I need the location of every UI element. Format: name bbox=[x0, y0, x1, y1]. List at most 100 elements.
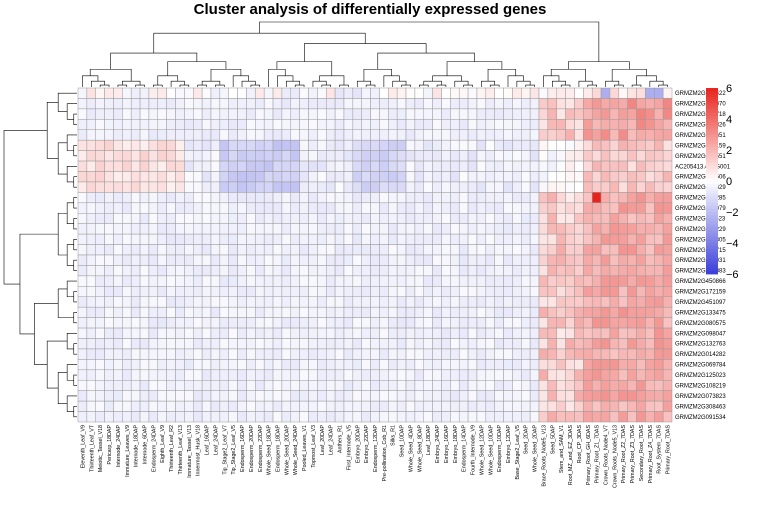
heatmap-cell bbox=[591, 400, 602, 412]
heatmap-cell bbox=[113, 254, 123, 266]
heatmap-cell bbox=[556, 160, 566, 172]
dendrogram-branch bbox=[339, 84, 349, 87]
heatmap-cell bbox=[529, 213, 540, 224]
heatmap-cell bbox=[414, 233, 425, 245]
heatmap-cell bbox=[299, 171, 309, 183]
heatmap-cell bbox=[343, 380, 354, 391]
heatmap-cell bbox=[166, 108, 176, 120]
heatmap-cell bbox=[157, 327, 167, 339]
row-label: GRMZM2G132763 bbox=[675, 342, 726, 348]
heatmap-cell bbox=[86, 380, 96, 391]
heatmap-cell bbox=[512, 306, 522, 318]
column-label: Embryo_24DAP bbox=[435, 425, 441, 463]
legend-gradient-step bbox=[706, 202, 718, 207]
heatmap-cell bbox=[361, 380, 371, 391]
heatmap-cell bbox=[591, 254, 602, 266]
heatmap-cell bbox=[352, 119, 362, 130]
heatmap-cell bbox=[654, 275, 664, 287]
heatmap-cell bbox=[627, 244, 637, 256]
heatmap-cell bbox=[618, 390, 628, 402]
heatmap-cell bbox=[130, 411, 141, 423]
heatmap-cell bbox=[290, 192, 300, 204]
heatmap-cell bbox=[77, 213, 88, 224]
heatmap-cell bbox=[86, 317, 96, 329]
heatmap-cell bbox=[299, 380, 309, 391]
legend-tick-label: 2 bbox=[726, 145, 732, 157]
heatmap-cell bbox=[263, 265, 274, 277]
heatmap-cell bbox=[370, 150, 380, 162]
heatmap-cell bbox=[77, 380, 88, 391]
heatmap-cell bbox=[645, 150, 655, 162]
heatmap-cell bbox=[600, 233, 611, 245]
heatmap-cell bbox=[193, 400, 203, 412]
heatmap-cell bbox=[379, 380, 389, 391]
heatmap-cell bbox=[423, 181, 433, 193]
heatmap-cell bbox=[494, 160, 504, 172]
heatmap-cell bbox=[290, 87, 300, 99]
heatmap-cell bbox=[317, 181, 327, 193]
heatmap-cell bbox=[219, 87, 229, 99]
heatmap-cell bbox=[591, 359, 602, 371]
heatmap-cell bbox=[476, 192, 487, 204]
heatmap-cell bbox=[556, 265, 566, 277]
heatmap-cell bbox=[184, 171, 194, 183]
legend-gradient-step bbox=[706, 140, 718, 145]
heatmap-cell bbox=[423, 244, 433, 256]
heatmap-cell bbox=[334, 359, 345, 371]
heatmap-cell bbox=[432, 139, 442, 151]
heatmap-cell bbox=[148, 265, 159, 277]
heatmap-cell bbox=[237, 317, 247, 329]
heatmap-cell bbox=[272, 411, 283, 423]
column-label: Leaf_20DAP bbox=[320, 425, 326, 456]
heatmap-cell bbox=[255, 380, 265, 391]
column-labels: Eleventh_Leaf_V9 Thirteenth_Leaf_VT Meioti… bbox=[80, 424, 671, 488]
heatmap-cell bbox=[458, 317, 469, 329]
heatmap-cell bbox=[521, 150, 531, 162]
heatmap-cell bbox=[388, 108, 398, 120]
heatmap-cell bbox=[370, 119, 380, 130]
heatmap-cell bbox=[521, 369, 531, 381]
heatmap-cell bbox=[343, 348, 354, 360]
heatmap-cell bbox=[529, 348, 540, 360]
heatmap-cell bbox=[325, 87, 336, 99]
heatmap-cell bbox=[104, 411, 114, 423]
heatmap-cell bbox=[379, 192, 389, 204]
heatmap-cell bbox=[246, 98, 256, 110]
heatmap-cell bbox=[175, 192, 185, 204]
heatmap-cell bbox=[529, 87, 540, 99]
heatmap-cell bbox=[343, 265, 354, 277]
heatmap-cell bbox=[219, 380, 229, 391]
heatmap-cell bbox=[193, 317, 203, 329]
heatmap-cell bbox=[529, 202, 540, 214]
heatmap-cell bbox=[627, 286, 637, 297]
heatmap-cell bbox=[450, 150, 460, 162]
heatmap-cell bbox=[139, 400, 150, 412]
heatmap-cell bbox=[95, 338, 105, 350]
heatmap-cell bbox=[485, 181, 495, 193]
heatmap-cell bbox=[370, 317, 380, 329]
heatmap-cell bbox=[654, 181, 664, 193]
heatmap-cell bbox=[503, 327, 513, 339]
heatmap-cell bbox=[600, 380, 611, 391]
heatmap-cell bbox=[299, 223, 309, 235]
heatmap-cell bbox=[86, 359, 96, 371]
heatmap-cell bbox=[529, 139, 540, 151]
heatmap-cell bbox=[139, 108, 150, 120]
heatmap-cell bbox=[361, 254, 371, 266]
heatmap-cell bbox=[148, 411, 159, 423]
heatmap-cell bbox=[414, 338, 425, 350]
heatmap-cell bbox=[175, 390, 185, 402]
heatmap-cell bbox=[95, 411, 105, 423]
heatmap-cell bbox=[361, 275, 371, 287]
heatmap-cell bbox=[148, 233, 159, 245]
heatmap-cell bbox=[246, 139, 256, 151]
heatmap-cell bbox=[237, 181, 247, 193]
heatmap-cell bbox=[219, 411, 229, 423]
heatmap-cell bbox=[246, 286, 256, 297]
heatmap-cell bbox=[246, 275, 256, 287]
heatmap-cell bbox=[565, 338, 575, 350]
heatmap-cell bbox=[441, 390, 451, 402]
heatmap-cell bbox=[476, 327, 487, 339]
heatmap-cell bbox=[77, 129, 88, 141]
heatmap-cell bbox=[157, 338, 167, 350]
